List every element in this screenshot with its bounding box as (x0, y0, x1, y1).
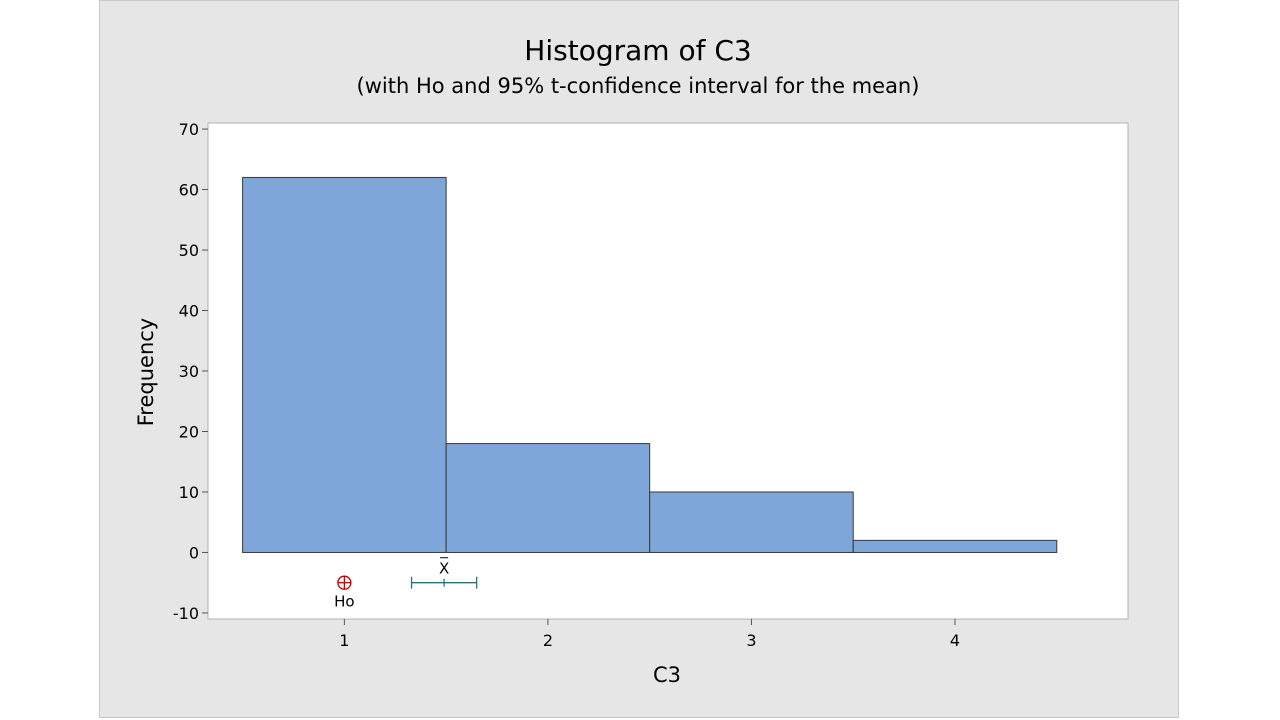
x-axis: 1 2 3 4 (339, 619, 960, 650)
y-tick-label: 0 (189, 543, 199, 562)
y-tick-label: 40 (179, 302, 199, 321)
mean-label: X (439, 560, 449, 578)
y-tick-label: 30 (179, 362, 199, 381)
x-axis-title: C3 (653, 663, 681, 687)
y-tick-label: 70 (179, 120, 199, 139)
histogram-bar (649, 491, 854, 553)
x-tick-label: 2 (543, 631, 553, 650)
y-axis: -10 0 10 20 30 40 50 60 70 (173, 120, 208, 623)
histogram-chart: Histogram of C3 (with Ho and 95% t-confi… (134, 34, 1129, 687)
histogram-bar (242, 176, 447, 553)
y-tick-label: 60 (179, 181, 199, 200)
histogram-bar (852, 539, 1058, 553)
chart-subtitle: (with Ho and 95% t-confidence interval f… (357, 74, 920, 98)
y-tick-label: 20 (179, 422, 199, 441)
y-axis-title: Frequency (134, 318, 158, 427)
x-tick-label: 1 (339, 631, 349, 650)
histogram-bar (445, 443, 651, 553)
x-tick-label: 3 (746, 631, 756, 650)
y-tick-label: -10 (173, 604, 199, 623)
y-tick-label: 50 (179, 241, 199, 260)
x-tick-label: 4 (950, 631, 960, 650)
y-tick-label: 10 (179, 483, 199, 502)
ho-label: Ho (334, 593, 354, 611)
chart-panel: Histogram of C3 (with Ho and 95% t-confi… (99, 0, 1179, 718)
annotations: Ho X (334, 557, 478, 611)
histogram-bars (242, 176, 1058, 553)
chart-title: Histogram of C3 (524, 34, 751, 67)
